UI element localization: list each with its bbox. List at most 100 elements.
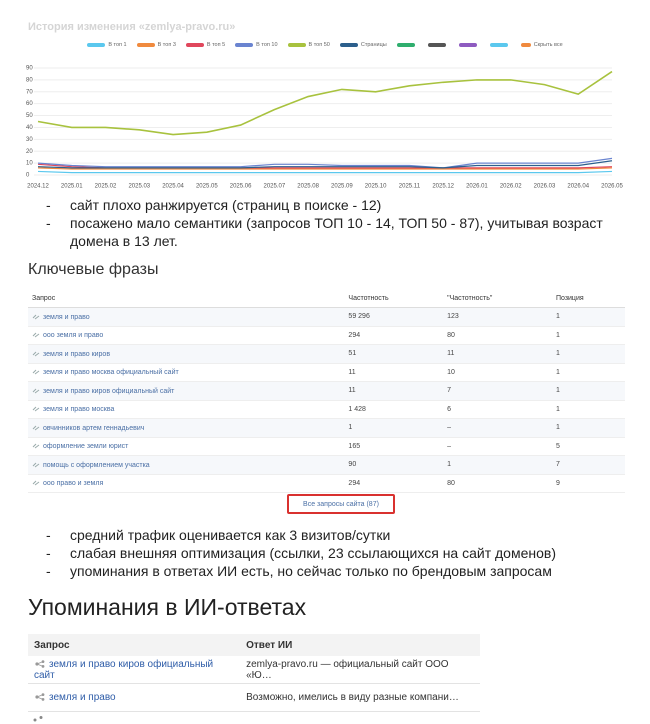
column-header: Запрос bbox=[28, 290, 345, 308]
y-tick-label: 40 bbox=[26, 125, 33, 131]
query-link[interactable]: оформление земли юрист bbox=[43, 443, 129, 451]
bullet-item: средний трафик оценивается как 3 визитов… bbox=[28, 526, 638, 544]
legend-entry[interactable] bbox=[427, 42, 449, 48]
legend-entry[interactable]: В топ 10 bbox=[235, 42, 278, 48]
table-cell: 1 bbox=[551, 418, 625, 438]
table-row: земля и право москва официальный сайт 11 1… bbox=[28, 363, 625, 382]
query-link[interactable]: земля и право bbox=[49, 692, 116, 703]
legend-entry[interactable] bbox=[458, 42, 480, 48]
legend-entry[interactable]: В топ 1 bbox=[87, 42, 127, 48]
all-queries-button[interactable]: Все запросы сайта (87) bbox=[287, 494, 395, 514]
query-link[interactable]: земля и право москва bbox=[43, 406, 115, 414]
query-link[interactable]: помощь с оформлением участка bbox=[43, 461, 150, 469]
chart-title: История изменения «zemlya-pravo.ru» bbox=[28, 21, 235, 33]
column-header: Запрос bbox=[28, 634, 241, 656]
table-cell: ооо право и земля bbox=[28, 474, 345, 493]
legend-entry[interactable]: В топ 5 bbox=[185, 42, 225, 48]
chart: История изменения «zemlya-pravo.ru» 0 10 2… bbox=[26, 21, 624, 190]
series-line bbox=[37, 160, 613, 169]
query-link[interactable]: земля и право киров официальный сайт bbox=[43, 387, 175, 395]
table-cell: земля и право москва официальный сайт bbox=[28, 363, 345, 382]
query-link[interactable]: земля и право москва официальный сайт bbox=[43, 369, 179, 377]
table-cell: 51 bbox=[344, 344, 444, 364]
header-row: Запрос Частотность "Частотность" Позиция bbox=[28, 290, 625, 308]
table-cell: 1 bbox=[551, 344, 625, 364]
table-row: земля и право киров официальный сайт zeml… bbox=[28, 656, 480, 684]
legend-entry[interactable]: В топ 50 bbox=[287, 42, 330, 48]
table-cell: zemlya-pravo.ru — официальный сайт ООО «… bbox=[240, 656, 480, 684]
series-line bbox=[37, 167, 613, 170]
x-tick-label: 2025.05 bbox=[196, 184, 218, 190]
row-icon bbox=[35, 660, 45, 668]
x-tick-label: 2025.12 bbox=[432, 184, 454, 190]
query-link[interactable]: ооо право и земля bbox=[43, 480, 104, 488]
x-tick-label: 2025.01 bbox=[61, 184, 83, 190]
table-cell: 1 bbox=[551, 326, 625, 345]
row-icon bbox=[32, 314, 40, 320]
table-cell: 11 bbox=[344, 363, 444, 382]
y-tick-label: 90 bbox=[26, 66, 33, 72]
table-cell: 5 bbox=[551, 437, 625, 456]
x-tick-label: 2025.07 bbox=[264, 184, 286, 190]
table-row: земля и право москва 1 428 6 1 bbox=[28, 400, 625, 419]
legend-entry[interactable]: Страницы bbox=[339, 42, 387, 48]
row-icon bbox=[32, 443, 40, 449]
x-tick-label: 2025.08 bbox=[297, 184, 319, 190]
table-cell: земля и право москва bbox=[28, 400, 345, 419]
x-tick-label: 2025.11 bbox=[399, 184, 421, 190]
legend-swatch bbox=[185, 43, 204, 47]
x-tick-label: 2025.10 bbox=[365, 184, 387, 190]
row-icon bbox=[32, 369, 40, 375]
table-cell: земля и право bbox=[28, 307, 345, 327]
hide-all[interactable]: Скрыть все bbox=[520, 42, 563, 48]
table-cell: 1 bbox=[551, 307, 625, 327]
bullet-item: посажено мало семантики (запросов ТОП 10… bbox=[28, 214, 628, 250]
table-cell: 11 bbox=[443, 344, 552, 364]
column-header: "Частотность" bbox=[443, 290, 552, 308]
share-icon bbox=[33, 716, 43, 722]
legend-swatch bbox=[287, 43, 306, 47]
bullet-list: средний трафик оценивается как 3 визитов… bbox=[28, 526, 638, 580]
legend-swatch bbox=[87, 43, 106, 47]
row-icon bbox=[32, 406, 40, 412]
legend-swatch bbox=[396, 43, 415, 47]
x-tick-label: 2026.04 bbox=[567, 184, 589, 190]
y-tick-label: 50 bbox=[26, 113, 33, 119]
column-header: Частотность bbox=[344, 290, 444, 308]
legend-label: Страницы bbox=[360, 42, 387, 48]
legend-entry[interactable] bbox=[489, 42, 511, 48]
hide-all-label: Скрыть все bbox=[533, 42, 563, 48]
row-icon bbox=[32, 388, 40, 394]
bullet-item: упоминания в ответах ИИ есть, но сейчас … bbox=[28, 562, 638, 580]
query-link[interactable]: земля и право киров bbox=[43, 350, 111, 358]
x-tick-label: 2025.04 bbox=[162, 184, 184, 190]
table-cell: 80 bbox=[443, 326, 552, 345]
legend-swatch bbox=[520, 43, 531, 47]
legend-swatch bbox=[427, 43, 446, 47]
y-tick-label: 70 bbox=[26, 89, 33, 95]
legend-entry[interactable] bbox=[396, 42, 418, 48]
query-link[interactable]: овчинников артем геннадьевич bbox=[43, 424, 145, 432]
row-icon bbox=[32, 480, 40, 486]
table-cell: 10 bbox=[443, 363, 552, 382]
table-cell: 1 bbox=[344, 418, 444, 438]
table-cell: 6 bbox=[443, 400, 552, 419]
table-row: ооо право и земля 294 80 9 bbox=[28, 474, 625, 493]
table-row: помощь с оформлением участка 90 1 7 bbox=[28, 455, 625, 475]
table-cell: 80 bbox=[443, 474, 552, 493]
query-link[interactable]: земля и право bbox=[43, 313, 90, 321]
x-tick-label: 2026.03 bbox=[534, 184, 556, 190]
table-cell: 59 296 bbox=[344, 307, 444, 327]
header-row: Запрос Ответ ИИ bbox=[28, 634, 480, 656]
table-row: земля и право киров официальный сайт 11 7 1 bbox=[28, 381, 625, 401]
query-link[interactable]: земля и право киров официальный сайт bbox=[34, 658, 214, 681]
legend-entry[interactable]: В топ 3 bbox=[136, 42, 176, 48]
legend-swatch bbox=[458, 43, 477, 47]
table-cell: земля и право киров bbox=[28, 344, 345, 364]
y-tick-label: 60 bbox=[26, 101, 33, 107]
table-cell: ооо земля и право bbox=[28, 326, 345, 345]
table-row: земля и право Возможно, имелись в виду ра… bbox=[28, 683, 480, 712]
y-tick-label: 20 bbox=[26, 149, 33, 155]
y-tick-label: 80 bbox=[26, 77, 33, 83]
query-link[interactable]: ооо земля и право bbox=[43, 332, 104, 340]
